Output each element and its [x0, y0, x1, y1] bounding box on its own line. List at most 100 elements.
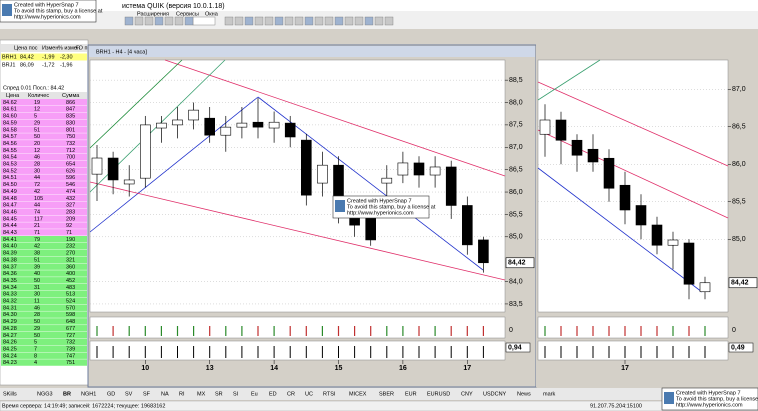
menu-item[interactable]: Сервисы [176, 11, 199, 17]
order-book-cell: 84.41 [3, 237, 17, 243]
indicator-plot [89, 340, 506, 361]
toolbar-button[interactable] [184, 16, 194, 26]
toolbar-button[interactable] [244, 16, 254, 26]
candle-body [651, 224, 663, 246]
tab[interactable]: EUR [405, 391, 417, 397]
bid-row [1, 242, 87, 250]
tab[interactable]: SF [143, 391, 151, 397]
toolbar-button[interactable] [224, 16, 234, 26]
ask-row [1, 229, 87, 236]
tab[interactable]: mark [543, 391, 555, 397]
toolbar-button[interactable] [374, 16, 384, 26]
tab[interactable]: NGH1 [81, 391, 96, 397]
trend-line [537, 129, 729, 219]
toolbar-button[interactable] [344, 16, 354, 26]
order-book-cell: 84.40 [3, 244, 17, 250]
tab[interactable]: RI [179, 391, 185, 397]
timeframe-select[interactable] [192, 16, 216, 26]
bid-row [1, 331, 87, 339]
tab[interactable]: EURUSD [427, 391, 450, 397]
order-book-cell: 50 [34, 134, 40, 140]
candle-body [156, 122, 167, 129]
order-book-cell: 751 [66, 360, 75, 366]
order-book-cell: 84.38 [3, 257, 17, 263]
tab[interactable]: BR [63, 391, 71, 397]
tab[interactable]: SKills [3, 391, 17, 397]
tab[interactable]: UC [305, 391, 313, 397]
toolbar-button[interactable] [294, 16, 304, 26]
candle-body [635, 205, 647, 226]
menu-item[interactable]: Окна [205, 11, 219, 17]
menu-item[interactable]: Расширения [137, 11, 169, 17]
quote-row-bg [1, 61, 87, 69]
toolbar [124, 16, 394, 26]
x-tick-label: 17 [463, 365, 471, 372]
tab[interactable]: CNY [461, 391, 473, 397]
toolbar-button[interactable] [134, 16, 144, 26]
tab[interactable]: News [517, 391, 531, 397]
order-book-cell: 232 [66, 244, 75, 250]
y-tick-label: 84,0 [509, 278, 523, 285]
tab[interactable]: SBER [379, 391, 394, 397]
order-book-cell: 747 [66, 353, 75, 359]
ask-row [1, 133, 87, 140]
tab[interactable]: ED [269, 391, 277, 397]
toolbar-button[interactable] [314, 16, 324, 26]
candle-body [300, 139, 312, 196]
quote-cell: -2,30 [60, 54, 73, 60]
tab[interactable]: Eu [251, 391, 258, 397]
tab[interactable]: NGG3 [37, 391, 53, 397]
order-book-cell: 42 [34, 189, 40, 195]
toolbar-button[interactable] [144, 16, 154, 26]
order-book-cell: 84.30 [3, 312, 17, 318]
bid-row [1, 345, 87, 353]
tab[interactable]: SV [125, 391, 133, 397]
candle-body [284, 122, 296, 138]
y-tick-label: 86,5 [732, 124, 746, 131]
toolbar-button[interactable] [284, 16, 294, 26]
toolbar-button[interactable] [364, 16, 374, 26]
toolbar-button[interactable] [274, 16, 284, 26]
candle-body [461, 205, 473, 246]
candle-body [445, 166, 457, 206]
toolbar-button[interactable] [254, 16, 264, 26]
toolbar-button[interactable] [124, 16, 134, 26]
candle-body [571, 139, 583, 156]
ask-row [1, 105, 87, 113]
toolbar-button[interactable] [234, 16, 244, 26]
toolbar-button[interactable] [304, 16, 314, 26]
tab[interactable]: USDCNY [483, 391, 507, 397]
toolbar-button[interactable] [164, 16, 174, 26]
tab[interactable]: SR [215, 391, 223, 397]
order-book-cell: 84.37 [3, 264, 17, 270]
order-book-cell: 71 [34, 230, 40, 236]
candle-body [236, 122, 248, 128]
toolbar-button[interactable] [264, 16, 274, 26]
candle-body [555, 119, 567, 141]
window-title: истема QUIK (версия 10.0.1.18) [122, 3, 225, 10]
candle-body [107, 157, 119, 181]
tab[interactable]: MICEX [349, 391, 367, 397]
toolbar-button[interactable] [154, 16, 164, 26]
tab[interactable]: SI [233, 391, 239, 397]
order-book-cell: 84.49 [3, 189, 17, 195]
bid-row [1, 270, 87, 277]
tab[interactable]: CR [287, 391, 295, 397]
toolbar-button[interactable] [354, 16, 364, 26]
order-book-cell: 474 [66, 189, 75, 195]
order-book-cell: 677 [66, 326, 75, 332]
toolbar-button[interactable] [334, 16, 344, 26]
tab[interactable]: GD [107, 391, 115, 397]
tab[interactable]: MX [197, 391, 206, 397]
toolbar-button[interactable] [174, 16, 184, 26]
bid-row [1, 283, 87, 291]
toolbar-button[interactable] [384, 16, 394, 26]
order-book-cell: 20 [34, 141, 40, 147]
x-tick-label: 16 [399, 365, 407, 372]
quotes-header-bg [1, 44, 87, 52]
tab[interactable]: RTSI [323, 391, 336, 397]
tab[interactable]: NA [161, 391, 169, 397]
toolbar-button[interactable] [324, 16, 334, 26]
